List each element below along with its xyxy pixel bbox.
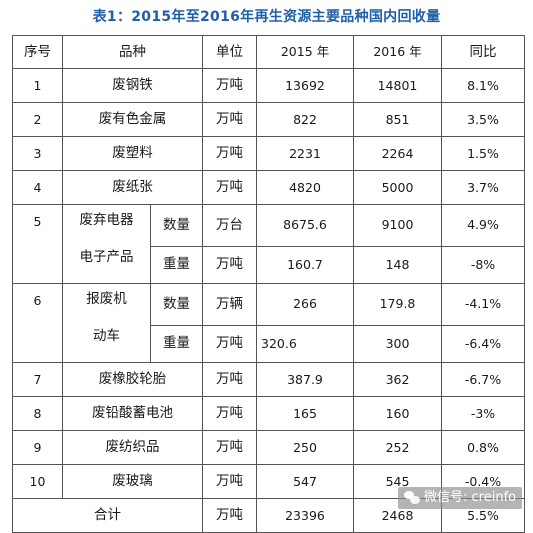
row-no: 5 [12,204,63,284]
row-2016: 179.8 [353,283,442,326]
table-row: 1 废钢铁 万吨 13692 14801 8.1% [12,68,525,103]
row-2016: 2264 [353,136,442,171]
recycling-table: 序号 品种 单位 2015 年 2016 年 同比 1 废钢铁 万吨 13692… [12,35,525,533]
row-name: 废纺织品 [62,430,203,465]
row-name: 废铅酸蓄电池 [62,396,203,431]
row-2015: 165 [256,396,354,431]
row-2015: 822 [256,102,354,137]
row-no: 10 [12,464,63,499]
row-2016: 9100 [353,204,442,247]
wechat-icon [404,491,420,505]
table-row: 6 报废机 数量 万辆 266 179.8 -4.1% [12,283,525,363]
row-2016: 5000 [353,170,442,205]
row-2015: 8675.6 [256,204,354,247]
table-row: 动车 重量 万吨 320.6 300 -6.4% [13,324,525,363]
table-row: 电子产品 重量 万吨 160.7 148 -8% [13,245,525,284]
table-row: 3 废塑料 万吨 2231 2264 1.5% [12,136,525,171]
table-row: 4 废纸张 万吨 4820 5000 3.7% [12,170,525,205]
row-2016: 160 [353,396,442,431]
row-2015: 547 [256,464,354,499]
table-row: 5 废弃电器 数量 万台 8675.6 9100 4.9% [12,204,525,284]
header-2016: 2016 年 [353,35,442,69]
table-row: 10 废玻璃 万吨 547 545 -0.4% [12,464,525,499]
row-unit: 万吨 [202,170,257,205]
row-2016: 252 [353,430,442,465]
header-no: 序号 [12,35,63,69]
row-unit: 万吨 [202,102,257,137]
table-row: 2 废有色金属 万吨 822 851 3.5% [12,102,525,137]
header-2015: 2015 年 [256,35,354,69]
row-yoy: -6.7% [441,362,525,397]
row-name: 废有色金属 [62,102,203,137]
row-no: 3 [12,136,63,171]
row-name: 废纸张 [62,170,203,205]
row-no: 6 [12,283,63,363]
row-name: 废塑料 [62,136,203,171]
row-2016: 300 [353,324,442,363]
row-2015: 387.9 [256,362,354,397]
row-sub-label: 数量 [150,204,203,247]
row-unit: 万吨 [202,464,257,499]
row-yoy: 8.1% [441,68,525,103]
row-unit: 万台 [202,204,257,247]
table-row: 8 废铅酸蓄电池 万吨 165 160 -3% [12,396,525,431]
table-title: 表1：2015年至2016年再生资源主要品种国内回收量 [92,9,441,25]
row-2015: 2231 [256,136,354,171]
row-2015: 250 [256,430,354,465]
row-yoy: -8% [441,245,525,284]
row-sub-label: 重量 [150,324,203,363]
row-2016: 851 [353,102,442,137]
row-name: 废钢铁 [62,68,203,103]
header-unit: 单位 [202,35,257,69]
row-sub-label: 重量 [150,245,203,284]
row-name-line1: 废弃电器 [62,204,151,246]
watermark-text: 微信号: creinfo [424,490,517,505]
wechat-watermark: 微信号: creinfo [398,487,523,509]
row-yoy: 0.8% [441,430,525,465]
row-name-line2: 动车 [62,325,151,363]
row-unit: 万辆 [202,283,257,326]
row-yoy: 1.5% [441,136,525,171]
row-yoy: 3.5% [441,102,525,137]
table-row: 9 废纺织品 万吨 250 252 0.8% [12,430,525,465]
row-name-line2: 电子产品 [62,246,151,284]
row-2016: 14801 [353,68,442,103]
row-2015: 320.6 [256,324,354,363]
row-unit: 万吨 [202,324,257,363]
row-unit: 万吨 [202,136,257,171]
row-name: 废橡胶轮胎 [62,362,203,397]
row-name: 废玻璃 [62,464,203,499]
row-yoy: -4.1% [441,283,525,326]
row-unit: 万吨 [202,396,257,431]
row-unit: 万吨 [202,362,257,397]
row-sub-label: 数量 [150,283,203,326]
row-2015: 160.7 [256,245,354,284]
row-2015: 266 [256,283,354,326]
table-row: 7 废橡胶轮胎 万吨 387.9 362 -6.7% [12,362,525,397]
header-yoy: 同比 [441,35,525,69]
row-yoy: 4.9% [441,204,525,247]
row-no: 4 [12,170,63,205]
row-2016: 148 [353,245,442,284]
row-no: 8 [12,396,63,431]
header-row: 序号 品种 单位 2015 年 2016 年 同比 [12,35,525,69]
row-2015: 13692 [256,68,354,103]
header-name: 品种 [62,35,203,69]
row-no: 7 [12,362,63,397]
row-yoy: -6.4% [441,324,525,363]
row-unit: 万吨 [202,68,257,103]
row-no: 2 [12,102,63,137]
row-2015: 4820 [256,170,354,205]
row-yoy: 3.7% [441,170,525,205]
row-unit: 万吨 [202,430,257,465]
row-2016: 362 [353,362,442,397]
row-no: 1 [12,68,63,103]
row-name-line1: 报废机 [62,283,151,325]
row-yoy: -3% [441,396,525,431]
row-unit: 万吨 [202,245,257,284]
row-no: 9 [12,430,63,465]
